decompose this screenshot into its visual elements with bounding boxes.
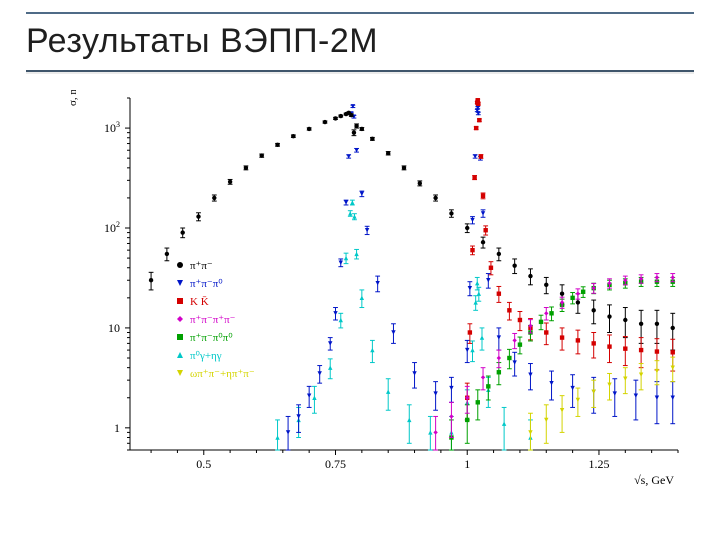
svg-text:ωπ⁺π⁻+ηπ⁺π⁻: ωπ⁺π⁻+ηπ⁺π⁻ bbox=[190, 368, 255, 380]
svg-text:10: 10 bbox=[108, 321, 120, 335]
title-rule bbox=[26, 70, 694, 72]
series-4pi bbox=[433, 274, 675, 450]
svg-text:π⁺π⁻: π⁺π⁻ bbox=[190, 260, 213, 272]
svg-text:1: 1 bbox=[464, 457, 470, 471]
page-title: Результаты ВЭПП-2М bbox=[26, 22, 378, 61]
series-pi0g bbox=[275, 200, 533, 450]
svg-text:1.25: 1.25 bbox=[588, 457, 609, 471]
series-KK bbox=[465, 98, 675, 420]
slide: Результаты ВЭПП-2М 0.5 0.75 1 1.25 1 10 102 103… bbox=[0, 0, 720, 540]
svg-text:π⁺π⁻π⁰: π⁺π⁻π⁰ bbox=[190, 278, 223, 290]
svg-text:1: 1 bbox=[114, 421, 120, 435]
svg-text:√s, GeV: √s, GeV bbox=[634, 473, 674, 487]
svg-text:π⁰γ+ηγ: π⁰γ+ηγ bbox=[190, 350, 222, 362]
accent-line bbox=[26, 12, 694, 14]
svg-text:103: 103 bbox=[104, 120, 120, 135]
cross-section-chart: 0.5 0.75 1 1.25 1 10 102 103 π⁺π⁻ π⁺π⁻π⁰ K K̄ π⁺π⁻… bbox=[50, 90, 690, 500]
svg-text:π⁺π⁻π⁰π⁰: π⁺π⁻π⁰π⁰ bbox=[190, 332, 233, 344]
svg-text:0.75: 0.75 bbox=[325, 457, 346, 471]
svg-text:102: 102 bbox=[104, 220, 120, 235]
svg-text:K K̄: K K̄ bbox=[190, 296, 209, 308]
svg-text:σ, nб: σ, nб bbox=[67, 90, 79, 106]
svg-text:0.5: 0.5 bbox=[196, 457, 211, 471]
svg-text:π⁺π⁻π⁺π⁻: π⁺π⁻π⁺π⁻ bbox=[190, 314, 236, 326]
chart-container: 0.5 0.75 1 1.25 1 10 102 103 π⁺π⁻ π⁺π⁻π⁰ K K̄ π⁺π⁻… bbox=[50, 90, 690, 500]
